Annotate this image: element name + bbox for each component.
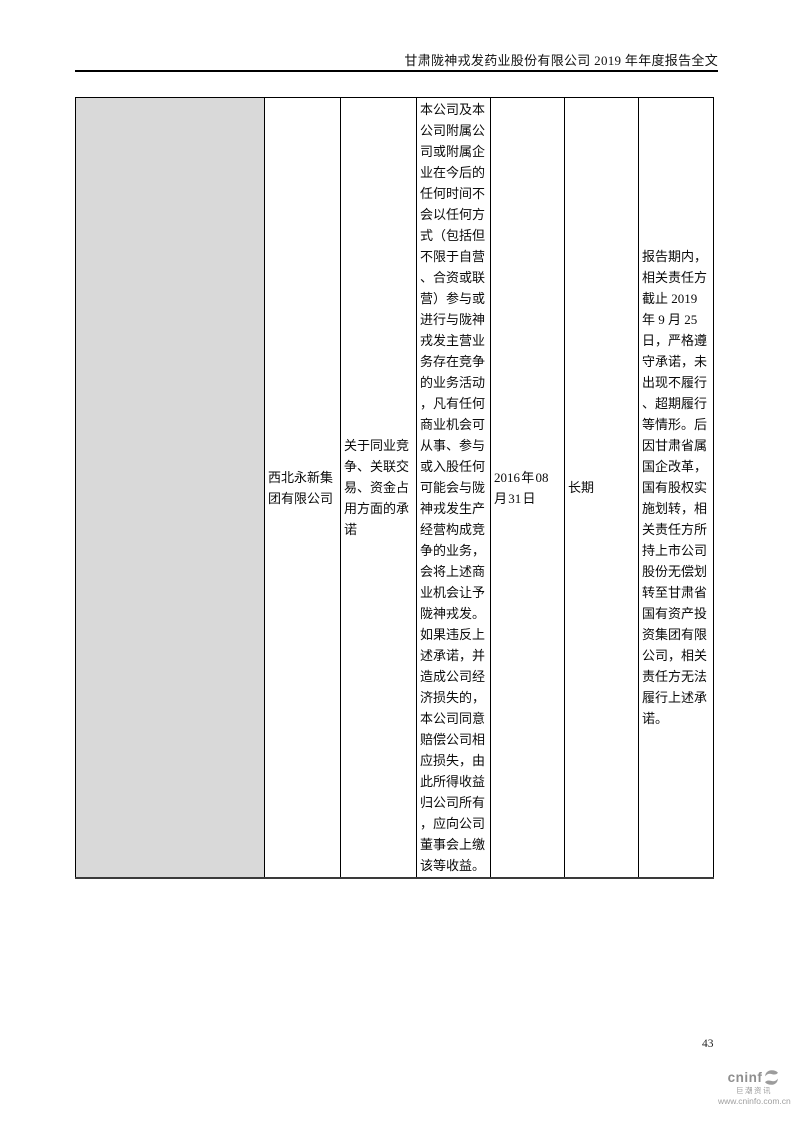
cninfo-swirl-icon bbox=[765, 1070, 779, 1085]
cell-commitment-term: 长期 bbox=[564, 97, 639, 879]
header-divider bbox=[75, 70, 718, 72]
cninfo-brand-text: cninf bbox=[727, 1069, 763, 1085]
cninfo-website: www.cninfo.com.cn bbox=[718, 1095, 791, 1106]
cell-commitment-party: 西北永新集团有限公司 bbox=[264, 97, 341, 879]
cell-commitment-type: 关于同业竞争、关联交易、资金占用方面的承诺 bbox=[340, 97, 417, 879]
table-row: 西北永新集团有限公司 关于同业竞争、关联交易、资金占用方面的承诺 本公司及本公司… bbox=[75, 97, 714, 879]
cell-commitment-content: 本公司及本公司附属公司或附属企业在今后的任何时间不会以任何方式（包括但不限于自营… bbox=[416, 97, 491, 879]
cell-performance-status: 报告期内，相关责任方截止 2019 年 9 月 25 日，严格遵守承诺，未出现不… bbox=[638, 97, 714, 879]
commitment-table: 西北永新集团有限公司 关于同业竞争、关联交易、资金占用方面的承诺 本公司及本公司… bbox=[75, 97, 714, 879]
cell-commitment-date: 2016 年 08 月 31 日 bbox=[490, 97, 565, 879]
cninfo-chinese-name: 巨潮资讯 bbox=[736, 1086, 772, 1095]
cninfo-brand-row: cninf bbox=[718, 1069, 790, 1086]
cninfo-logo: cninf 巨潮资讯 www.cninfo.com.cn bbox=[718, 1069, 791, 1106]
page-number: 43 bbox=[702, 1038, 714, 1050]
page-header-title: 甘肃陇神戎发药业股份有限公司 2019 年年度报告全文 bbox=[404, 53, 718, 68]
cell-commitment-item-blank bbox=[75, 97, 265, 879]
